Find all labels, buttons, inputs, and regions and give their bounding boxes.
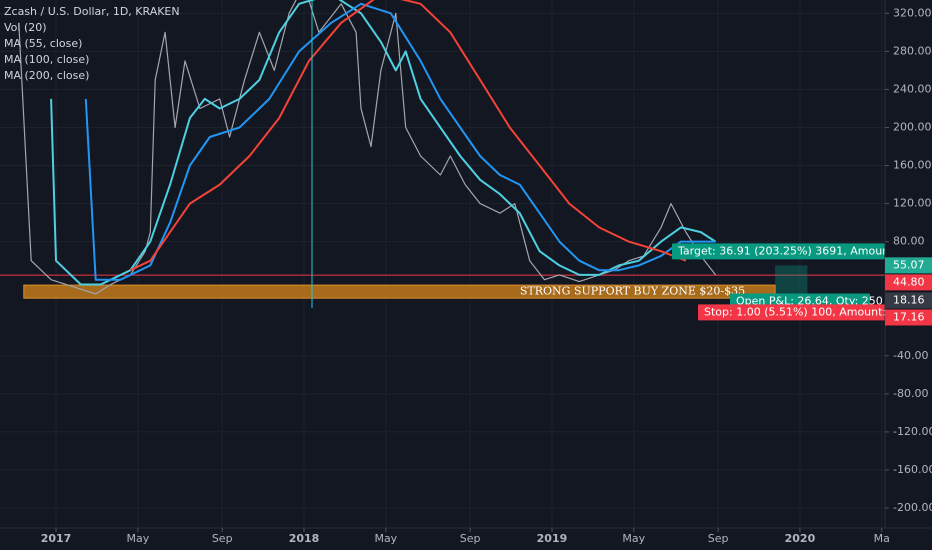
x-tick-label: May xyxy=(622,532,645,545)
moving-average xyxy=(129,0,687,272)
price-badge-label: 44.80 xyxy=(893,275,925,288)
x-tick-label: Sep xyxy=(212,532,233,545)
x-tick-label: Sep xyxy=(460,532,481,545)
price-badge-label: 17.16 xyxy=(893,310,925,323)
legend-item: MA (100, close) xyxy=(4,53,89,66)
legend-item: MA (200, close) xyxy=(4,69,89,82)
grid xyxy=(0,0,885,528)
plot-area: STRONG SUPPORT BUY ZONE $20-$35 Target: 3… xyxy=(0,0,908,321)
chart-title: Zcash / U.S. Dollar, 1D, KRAKEN xyxy=(4,5,180,18)
x-tick-label: 2018 xyxy=(289,532,320,545)
stop-label-box xyxy=(698,304,885,321)
y-tick-label: -40.00 xyxy=(893,349,928,362)
y-tick-label: 120.00 xyxy=(893,197,932,210)
x-tick-label: 2019 xyxy=(537,532,568,545)
x-tick-label: May xyxy=(126,532,149,545)
support-zone xyxy=(23,284,776,299)
price-badge-label: 55.07 xyxy=(893,258,925,271)
price-badge xyxy=(885,309,932,326)
target-label-box xyxy=(672,243,885,260)
target-label: Target: 36.91 (203.25%) 3691, Amount: 1 xyxy=(677,244,908,257)
price-badge xyxy=(885,257,932,274)
y-tick-label: 280.00 xyxy=(893,44,932,57)
price-badge xyxy=(885,292,932,309)
x-tick-label: 2017 xyxy=(41,532,72,545)
y-tick-label: -200.00 xyxy=(893,501,932,514)
x-tick-label: Ma xyxy=(874,532,890,545)
y-tick-label: 160.00 xyxy=(893,159,932,172)
x-tick-label: 2020 xyxy=(785,532,816,545)
y-tick-label: 80.00 xyxy=(893,235,925,248)
y-tick-label: 200.00 xyxy=(893,120,932,133)
pnl-label: Open P&L: 26.64, Qty: 250 xyxy=(736,294,883,307)
y-tick-label: 320.00 xyxy=(893,6,932,19)
moving-average xyxy=(84,2,716,281)
price-badge-label: 18.16 xyxy=(893,293,925,306)
axes: 320.00 280.00 240.00 200.00 160.00 120.00 80.0… xyxy=(41,6,932,545)
legend-item: MA (55, close) xyxy=(4,37,82,50)
x-tick-label: Sep xyxy=(708,532,729,545)
price-badge xyxy=(885,274,932,291)
y-tick-label: -80.00 xyxy=(893,387,928,400)
legend-item: Vol (20) xyxy=(4,21,47,34)
y-tick-label: 240.00 xyxy=(893,82,932,95)
moving-average xyxy=(50,0,717,286)
stop-label: Stop: 1.00 (5.51%) 100, Amount: 75 xyxy=(704,305,904,318)
y-tick-label: -160.00 xyxy=(893,463,932,476)
legend: Zcash / U.S. Dollar, 1D, KRAKEN Vol (20)… xyxy=(4,5,180,82)
y-tick-label: -120.00 xyxy=(893,425,932,438)
x-tick-label: May xyxy=(374,532,397,545)
support-zone-label: STRONG SUPPORT BUY ZONE $20-$35 xyxy=(520,285,745,298)
